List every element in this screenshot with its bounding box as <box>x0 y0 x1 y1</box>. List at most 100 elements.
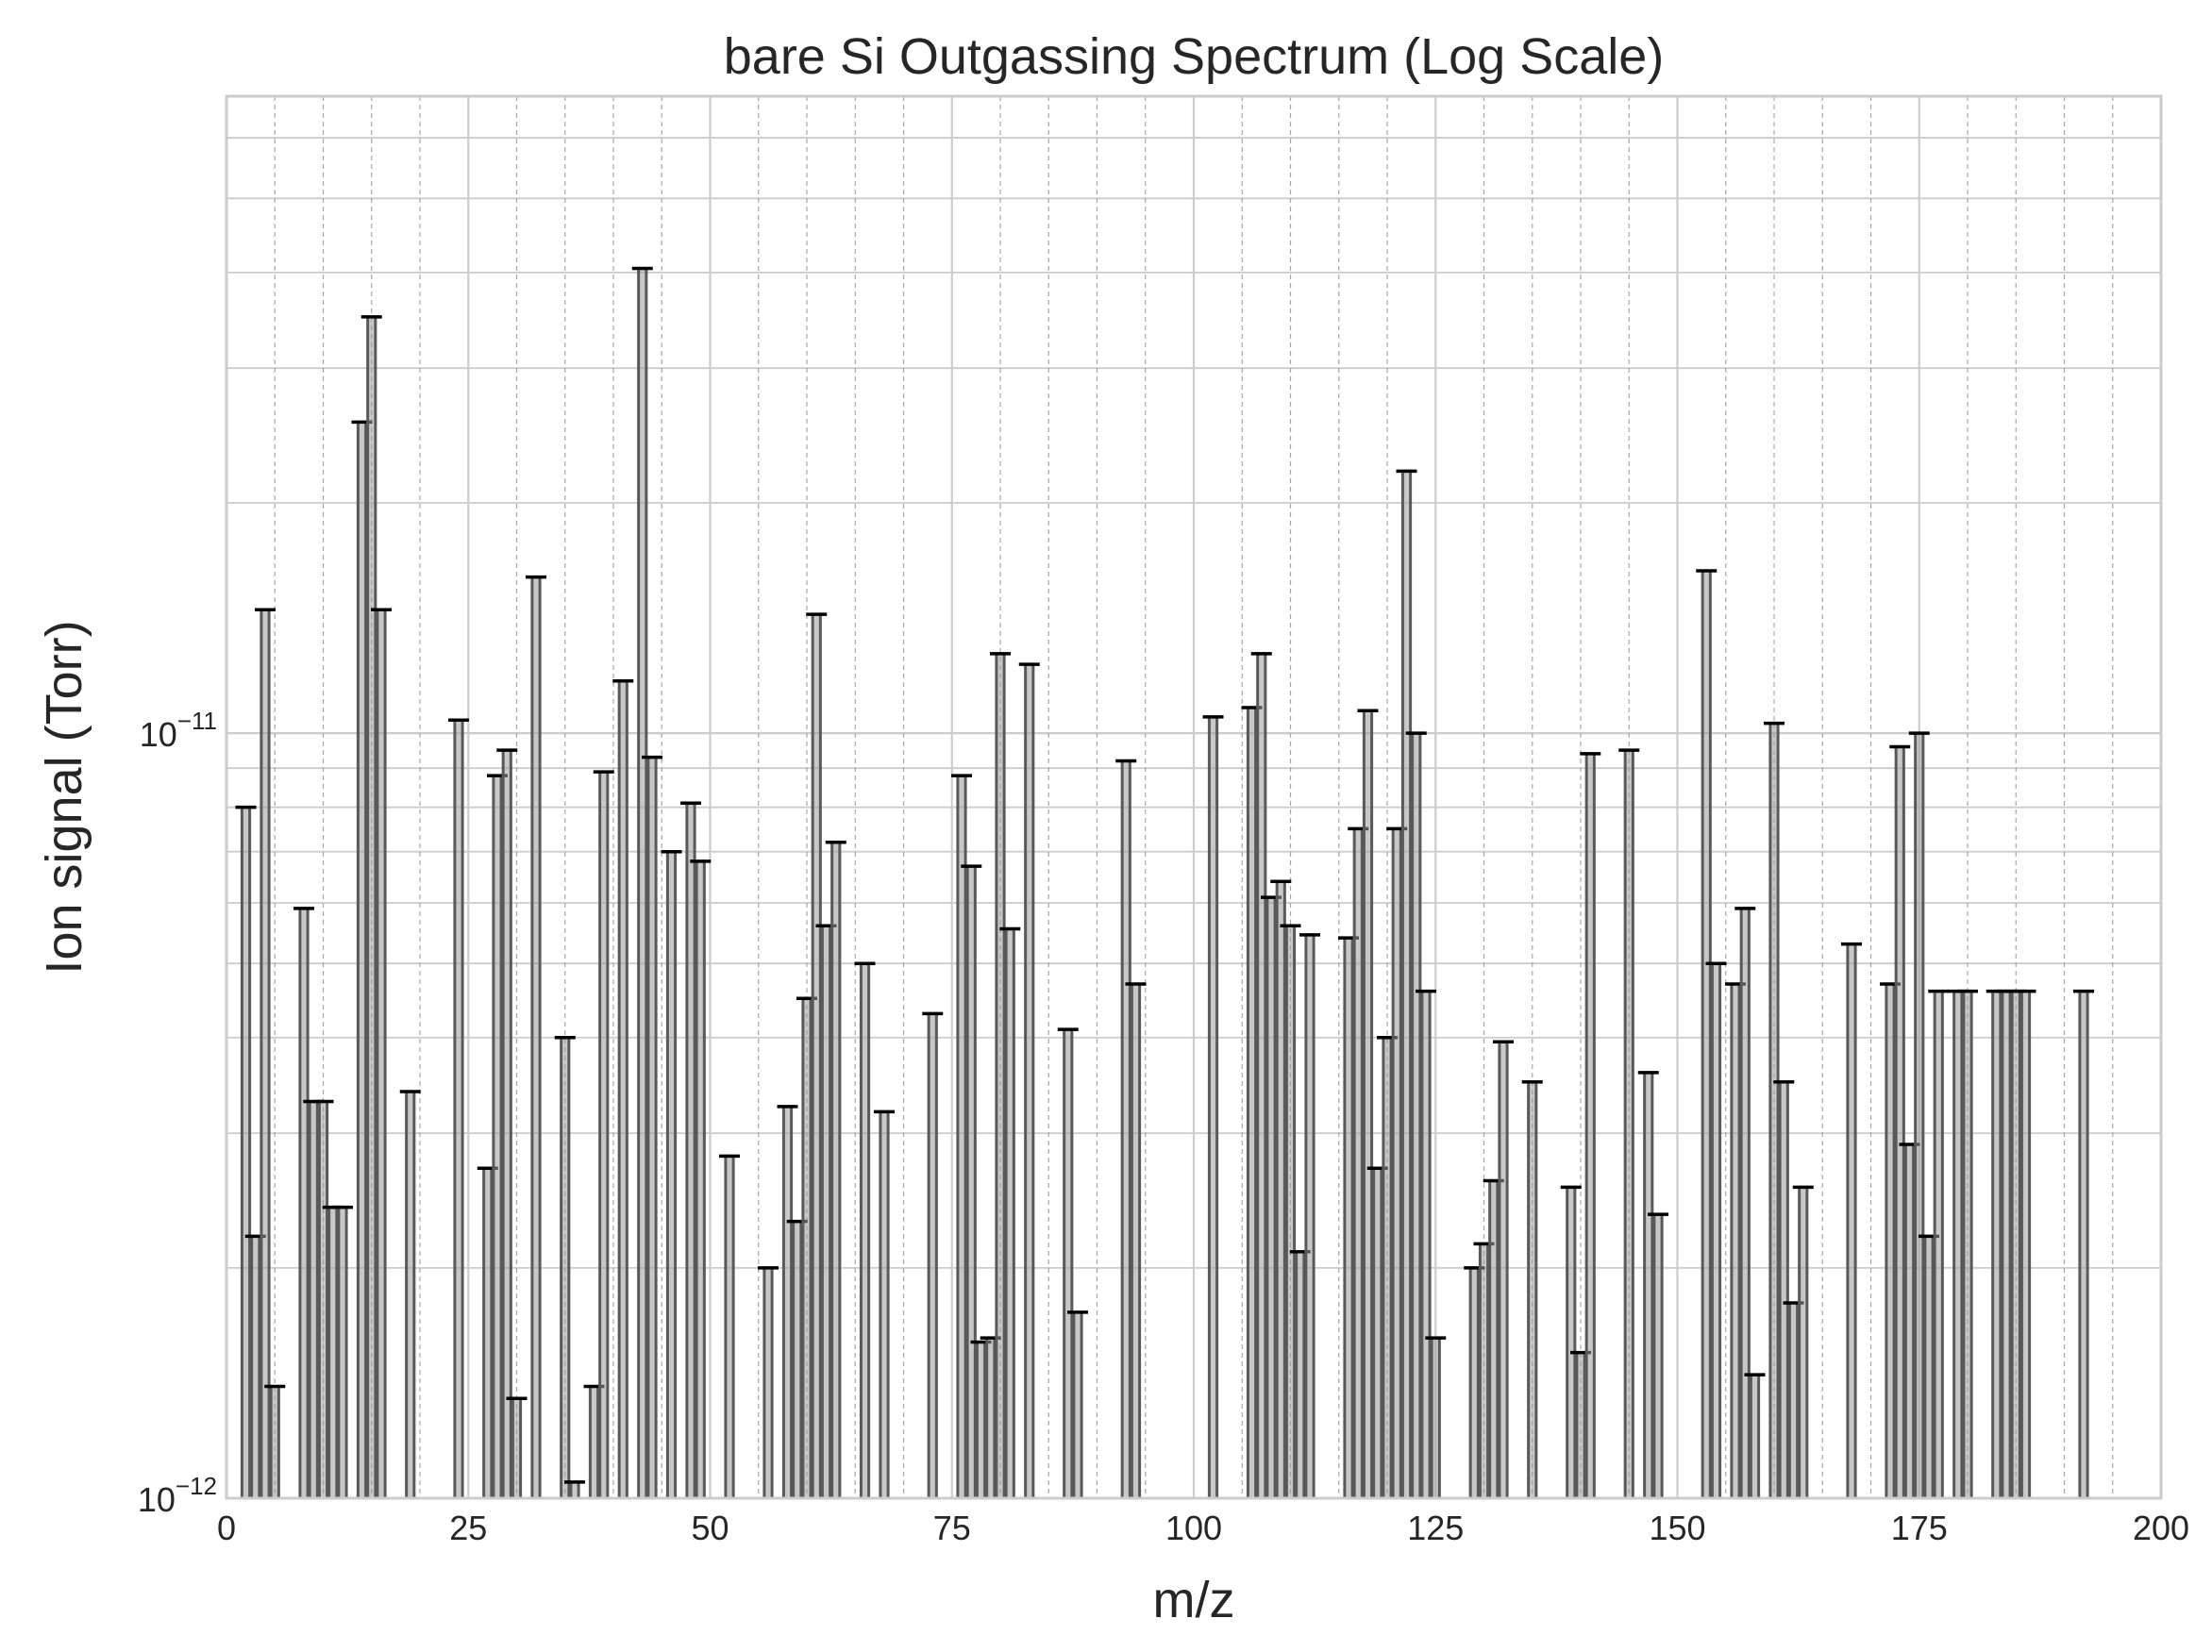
grid <box>225 96 2163 1500</box>
bar <box>1420 990 1432 1500</box>
bars <box>235 266 2094 1500</box>
bar <box>260 608 271 1500</box>
bar <box>376 608 387 1500</box>
bar <box>1566 1185 1577 1500</box>
bar <box>1072 1310 1083 1500</box>
bar <box>975 1340 987 1500</box>
bar <box>2078 990 2089 1500</box>
bar <box>859 961 871 1500</box>
x-tick-label: 50 <box>691 1509 729 1547</box>
bar <box>820 924 832 1500</box>
x-axis-label: m/z <box>1153 1572 1235 1628</box>
bar <box>781 1105 794 1500</box>
bar <box>1295 1250 1306 1500</box>
bar <box>250 1234 261 1500</box>
bar <box>366 315 377 1500</box>
y-tick-label: 10−11 <box>140 707 217 754</box>
bar <box>1885 982 1896 1500</box>
bar <box>1256 652 1267 1500</box>
bar <box>598 770 610 1500</box>
bar <box>588 1385 600 1500</box>
bar <box>356 420 368 1500</box>
bar <box>617 679 628 1500</box>
bar <box>405 1090 416 1500</box>
bar <box>337 1206 348 1500</box>
bar <box>1284 924 1297 1500</box>
x-tick-label: 100 <box>1165 1509 1222 1547</box>
bar <box>1527 1080 1538 1500</box>
bar <box>1498 1040 1509 1500</box>
bar <box>1575 1351 1586 1500</box>
bar <box>762 1266 774 1500</box>
bar <box>1846 943 1857 1500</box>
bar <box>665 850 678 1500</box>
bar <box>956 774 967 1500</box>
bar <box>1024 662 1035 1500</box>
bar <box>801 996 813 1500</box>
bar <box>453 718 464 1500</box>
bar <box>1991 990 2003 1500</box>
bar <box>879 1110 890 1500</box>
bar <box>1798 1185 1809 1500</box>
bar <box>1962 990 1973 1500</box>
bar <box>317 1100 329 1500</box>
bar <box>792 1220 803 1500</box>
bar <box>1643 1071 1654 1500</box>
bar <box>1933 990 1944 1500</box>
bar <box>511 1396 523 1500</box>
bar <box>927 1011 938 1500</box>
bar <box>1004 926 1015 1500</box>
bar <box>1710 961 1722 1500</box>
y-tick-label: 10−12 <box>138 1472 217 1519</box>
bar <box>1304 933 1315 1500</box>
bar <box>1391 826 1402 1500</box>
bar <box>492 774 503 1500</box>
bar <box>1914 731 1925 1500</box>
bar <box>1478 1242 1490 1500</box>
bar <box>1652 1212 1664 1500</box>
bar <box>2010 990 2021 1500</box>
bar <box>1430 1336 1441 1500</box>
bar <box>1382 1036 1393 1500</box>
bar <box>1343 936 1354 1500</box>
bar <box>830 841 842 1500</box>
bar <box>1778 1080 1789 1500</box>
x-tick-label: 175 <box>1891 1509 1948 1547</box>
bar <box>965 864 977 1500</box>
y-tick-labels: 10−12 10−11 <box>138 707 217 1519</box>
bar <box>240 806 252 1500</box>
y-axis-label: Ion signal (Torr) <box>36 620 92 974</box>
bar <box>1787 1301 1800 1500</box>
bar <box>1275 879 1286 1500</box>
bar <box>1207 715 1219 1500</box>
x-tick-label: 200 <box>2133 1509 2189 1547</box>
x-tick-labels: 0 25 50 75 100 125 150 175 200 <box>217 1509 2189 1547</box>
bar <box>1894 744 1905 1500</box>
x-tick-label: 150 <box>1649 1509 1705 1547</box>
x-tick-label: 125 <box>1407 1509 1464 1547</box>
bar <box>1488 1178 1500 1500</box>
bar <box>308 1100 319 1500</box>
plot-frame <box>225 94 2163 1500</box>
bar <box>811 612 822 1500</box>
bar <box>1372 1166 1383 1500</box>
bar <box>530 576 542 1500</box>
bar <box>1768 722 1780 1500</box>
bar <box>569 1480 580 1500</box>
bar <box>637 266 648 1500</box>
bar <box>1923 1234 1935 1500</box>
bar <box>995 652 1006 1500</box>
bar <box>1411 731 1422 1500</box>
bar <box>327 1206 339 1500</box>
bar <box>1952 990 1964 1500</box>
bar <box>1739 907 1751 1500</box>
bar <box>685 801 696 1500</box>
bar <box>2001 990 2012 1500</box>
bar <box>646 756 658 1500</box>
bar <box>1120 759 1131 1500</box>
bar <box>1701 569 1712 1500</box>
bar <box>1749 1373 1761 1500</box>
chart-title: bare Si Outgassing Spectrum (Log Scale) <box>724 28 1665 85</box>
bar <box>1265 895 1277 1500</box>
bar <box>1362 709 1374 1500</box>
